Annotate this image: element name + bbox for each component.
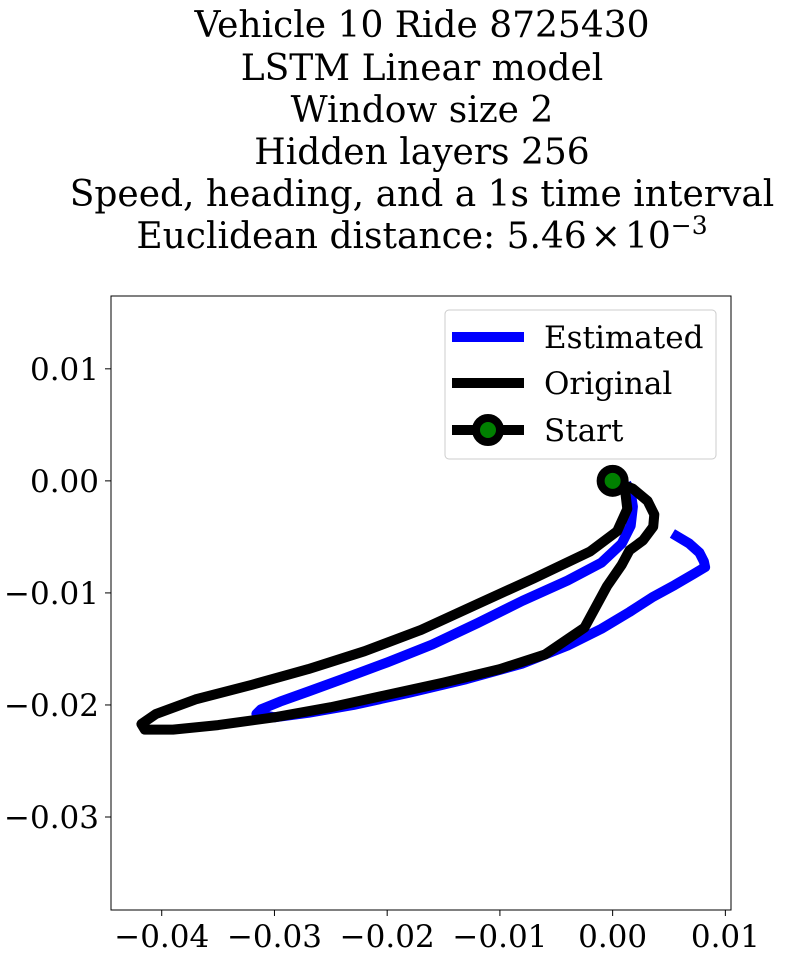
legend-estimated-label: Estimated (544, 320, 703, 356)
x-axis: −0.04 −0.03 −0.02 −0.01 0.00 0.01 (114, 910, 760, 955)
title-distance-mantissa: 5.46 (507, 216, 587, 257)
title-distance-base: 10 (625, 216, 671, 257)
title-distance: Euclidean distance: 5.46 × 10−3 (136, 211, 707, 257)
x-tick-label: −0.02 (340, 919, 435, 955)
legend-start-label: Start (544, 413, 624, 449)
title-line: LSTM Linear model (241, 48, 604, 89)
title-line: Hidden layers 256 (254, 132, 589, 173)
x-tick-label: −0.01 (452, 919, 547, 955)
y-tick-label: −0.02 (4, 688, 99, 724)
x-tick-label: −0.03 (227, 919, 322, 955)
series-layer (136, 476, 711, 735)
x-tick-label: −0.04 (114, 919, 209, 955)
x-tick-label: 0.00 (578, 919, 647, 955)
chart-title: Vehicle 10 Ride 8725430 LSTM Linear mode… (70, 5, 775, 257)
start-layer (596, 464, 629, 497)
title-line: Window size 2 (291, 90, 554, 131)
y-tick-label: 0.00 (30, 464, 99, 500)
plot-area (110, 295, 732, 911)
y-axis: 0.01 0.00 −0.01 −0.02 −0.03 (4, 352, 111, 836)
legend: Estimated Original Start (444, 309, 717, 460)
title-line: Speed, heading, and a 1s time interval (70, 174, 775, 215)
title-distance-times: × (591, 216, 621, 257)
start-marker (596, 464, 629, 497)
plot-frame (110, 295, 732, 911)
y-tick-label: 0.01 (30, 352, 99, 388)
y-tick-label: −0.01 (4, 576, 99, 612)
title-distance-exponent: −3 (671, 211, 708, 240)
title-line: Vehicle 10 Ride 8725430 (193, 5, 649, 46)
x-tick-label: 0.01 (691, 919, 760, 955)
legend-original-label: Original (544, 366, 672, 402)
legend-frame (444, 309, 717, 460)
legend-start-marker (472, 414, 504, 446)
title-distance-prefix: Euclidean distance: (136, 216, 506, 257)
y-tick-label: −0.03 (4, 800, 99, 836)
series-line-original (136, 476, 660, 735)
